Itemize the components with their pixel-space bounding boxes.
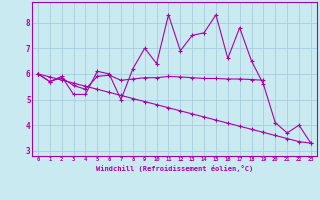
X-axis label: Windchill (Refroidissement éolien,°C): Windchill (Refroidissement éolien,°C)	[96, 165, 253, 172]
